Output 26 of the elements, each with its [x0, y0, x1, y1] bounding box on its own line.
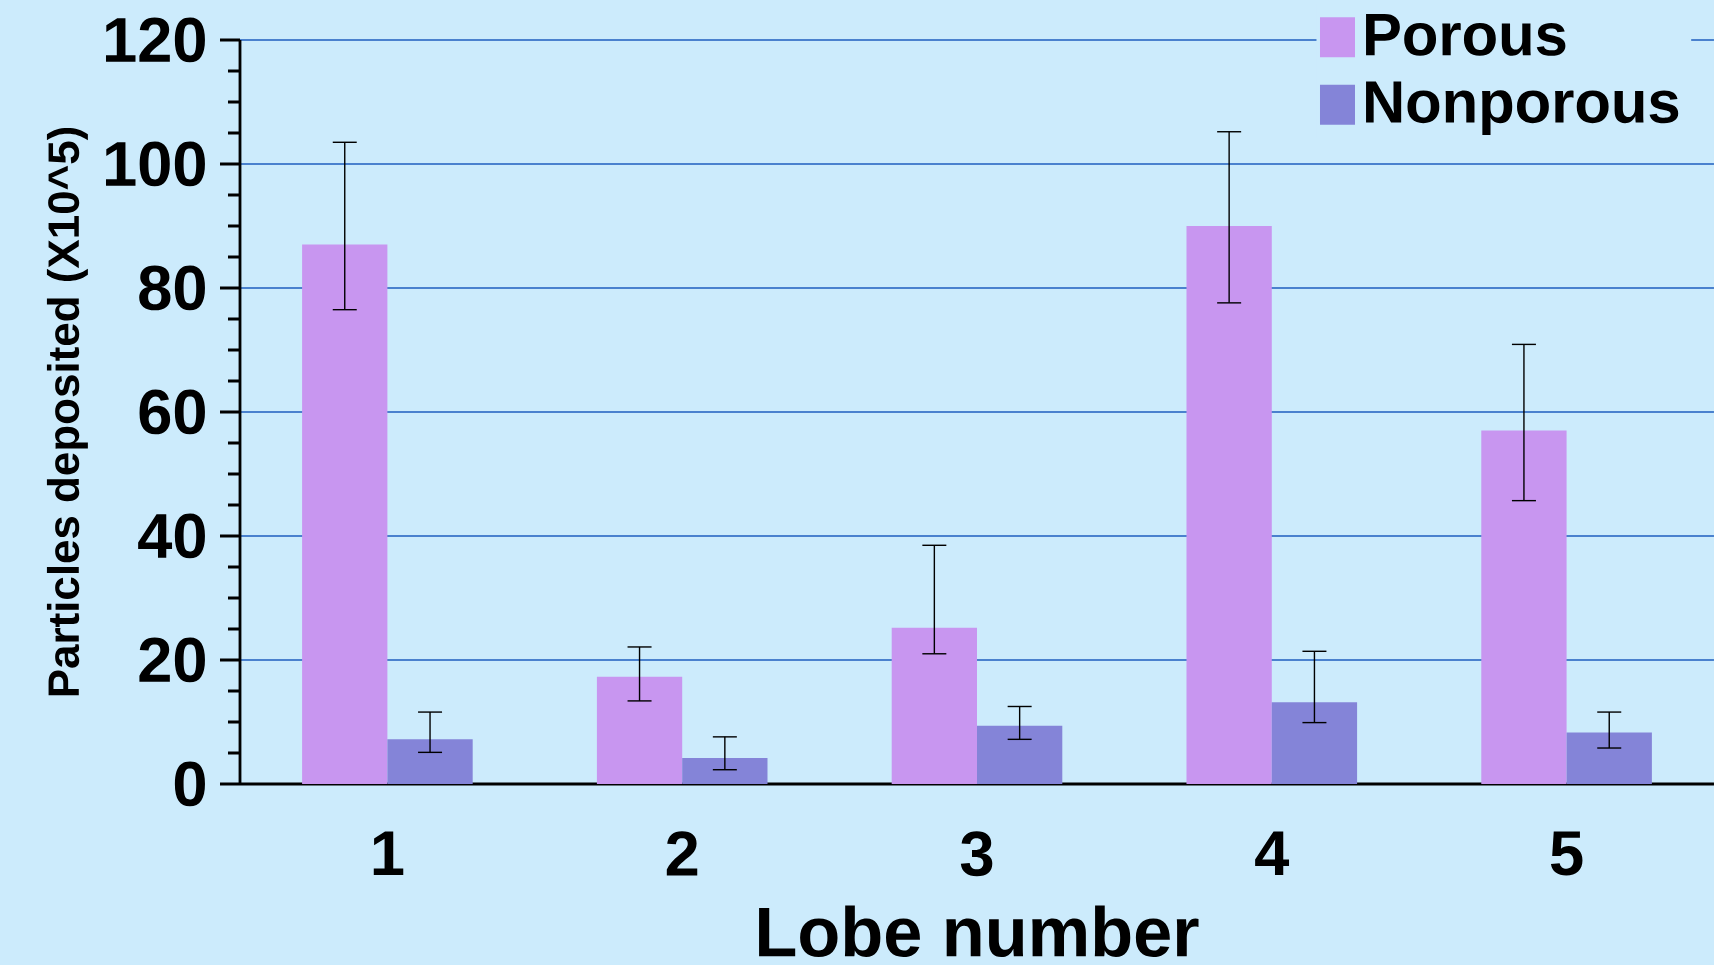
x-tick-label: 3 — [960, 831, 993, 877]
bar — [1566, 732, 1652, 784]
x-tick-label: 1 — [373, 831, 404, 875]
bar — [1481, 430, 1567, 784]
y-axis-title: Particles deposited (X10^5) — [46, 127, 88, 696]
x-tick-label: 2 — [666, 831, 698, 876]
y-tick-label: 60 — [139, 389, 205, 435]
bar — [1271, 702, 1358, 784]
legend-label: Porous — [1366, 14, 1566, 56]
bar — [891, 627, 977, 784]
bar — [1186, 225, 1272, 784]
y-tick-label: 80 — [139, 265, 205, 311]
y-tick-label: 0 — [174, 761, 205, 807]
x-tick-label: 4 — [1255, 831, 1290, 875]
bar — [387, 739, 473, 784]
y-tick-label: 120 — [106, 17, 205, 63]
bar — [682, 757, 768, 784]
y-tick-label: 20 — [139, 637, 205, 683]
y-tick-label: 40 — [138, 513, 205, 559]
bar — [977, 725, 1063, 784]
x-axis-title: Lobe number — [759, 905, 1199, 958]
x-tick-label: 5 — [1550, 831, 1583, 876]
y-tick-label: 100 — [106, 141, 205, 187]
bar — [596, 676, 683, 784]
bar — [302, 244, 388, 784]
legend-label: Nonporous — [1366, 81, 1679, 135]
